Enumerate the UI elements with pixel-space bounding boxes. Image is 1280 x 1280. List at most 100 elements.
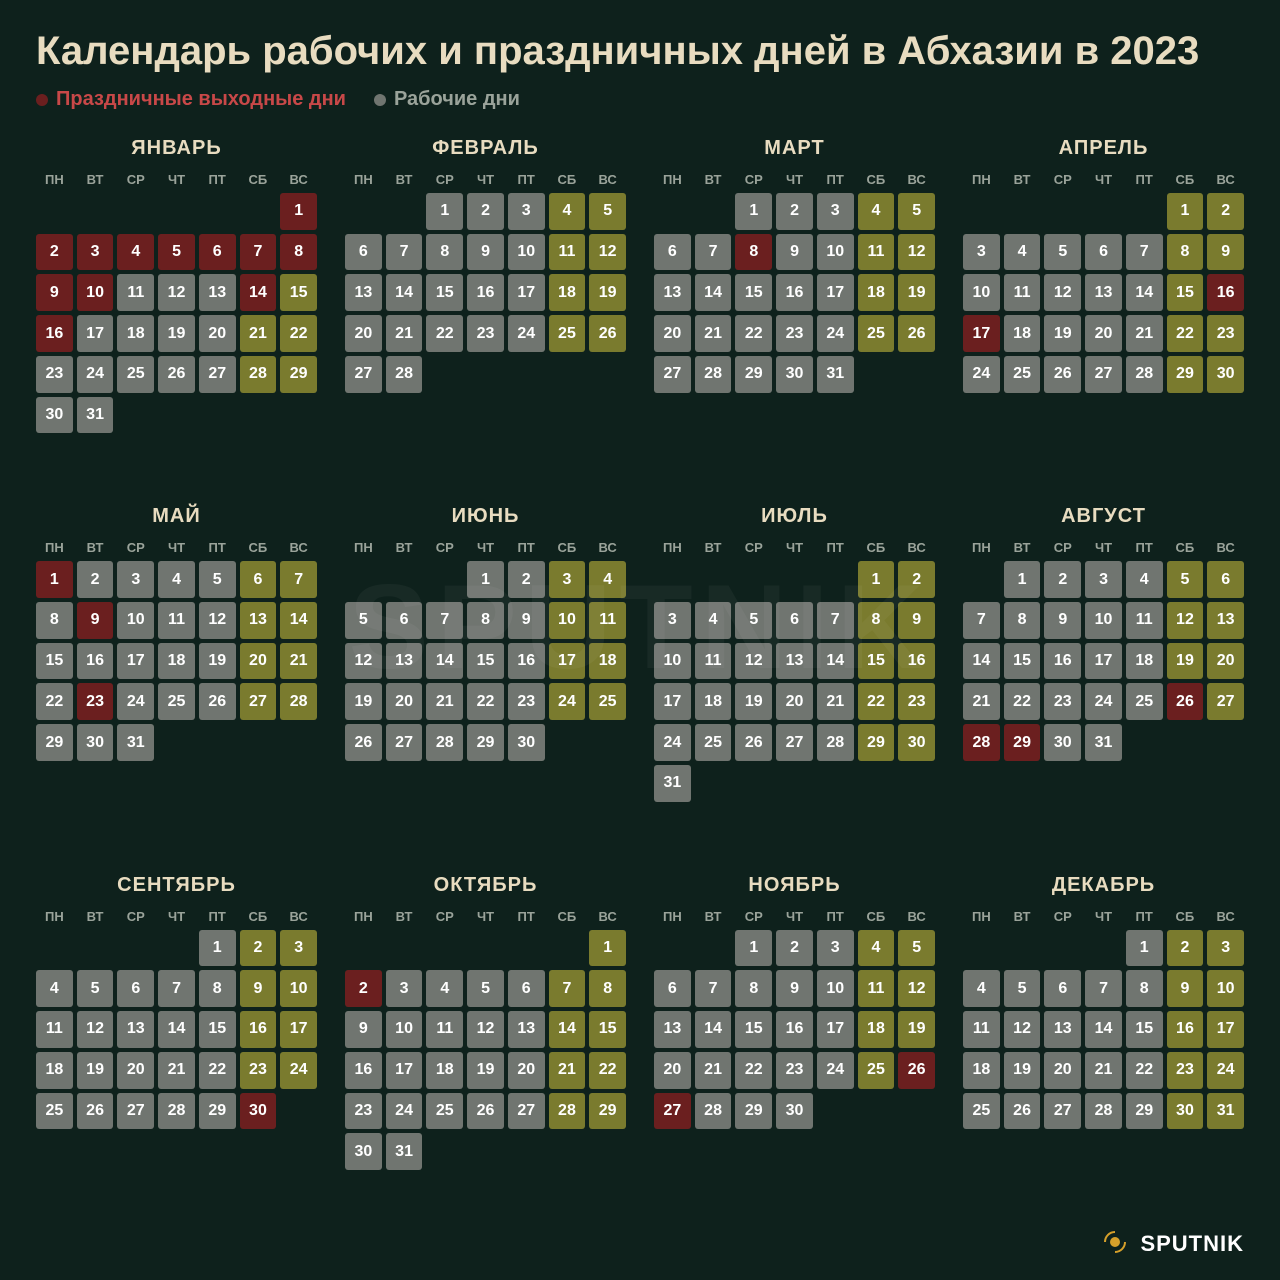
day-cell: 20	[345, 315, 382, 352]
day-cell: 20	[654, 315, 691, 352]
day-header: СБ	[549, 172, 586, 187]
days-grid: 1234567891011121314151617181920212223242…	[36, 930, 317, 1130]
day-cell: 19	[1044, 315, 1081, 352]
day-header: ПН	[654, 540, 691, 555]
day-cell: 18	[695, 683, 732, 720]
day-cell: 25	[158, 683, 195, 720]
day-header-row: ПНВТСРЧТПТСБВС	[345, 909, 626, 924]
day-cell: 6	[1085, 234, 1122, 271]
empty-cell	[695, 930, 732, 967]
day-header: ВС	[1207, 540, 1244, 555]
day-header: ЧТ	[1085, 540, 1122, 555]
day-cell: 21	[817, 683, 854, 720]
day-cell: 15	[735, 274, 772, 311]
day-cell: 8	[735, 234, 772, 271]
month-block: ДЕКАБРЬПНВТСРЧТПТСБВС1234567891011121314…	[963, 874, 1244, 1220]
empty-cell	[1044, 193, 1081, 230]
day-header: ПН	[654, 172, 691, 187]
day-cell: 30	[776, 1093, 813, 1130]
day-cell: 7	[549, 970, 586, 1007]
day-cell: 23	[1044, 683, 1081, 720]
day-cell: 14	[1085, 1011, 1122, 1048]
day-cell: 18	[1126, 643, 1163, 680]
day-cell: 7	[426, 602, 463, 639]
day-cell: 25	[117, 356, 154, 393]
day-cell: 20	[1085, 315, 1122, 352]
day-cell: 14	[240, 274, 277, 311]
month-block: ФЕВРАЛЬПНВТСРЧТПТСБВС1234567891011121314…	[345, 137, 626, 483]
day-cell: 10	[817, 970, 854, 1007]
day-cell: 22	[1167, 315, 1204, 352]
day-cell: 31	[654, 765, 691, 802]
day-cell: 24	[817, 315, 854, 352]
holiday-dot-icon	[36, 94, 48, 106]
month-name: ИЮЛЬ	[654, 505, 935, 528]
day-cell: 8	[280, 234, 317, 271]
month-block: ИЮЛЬПНВТСРЧТПТСБВС1234567891011121314151…	[654, 505, 935, 851]
day-cell: 4	[158, 561, 195, 598]
empty-cell	[776, 561, 813, 598]
day-cell: 27	[199, 356, 236, 393]
day-cell: 26	[158, 356, 195, 393]
day-cell: 29	[589, 1093, 626, 1130]
day-cell: 21	[549, 1052, 586, 1089]
day-cell: 21	[280, 643, 317, 680]
day-cell: 12	[77, 1011, 114, 1048]
day-cell: 4	[589, 561, 626, 598]
day-header: ЧТ	[776, 172, 813, 187]
month-name: ОКТЯБРЬ	[345, 874, 626, 897]
day-cell: 23	[776, 1052, 813, 1089]
day-cell: 31	[386, 1133, 423, 1170]
day-header: СБ	[240, 172, 277, 187]
day-cell: 30	[898, 724, 935, 761]
day-cell: 2	[508, 561, 545, 598]
day-cell: 14	[549, 1011, 586, 1048]
day-cell: 19	[199, 643, 236, 680]
day-header-row: ПНВТСРЧТПТСБВС	[345, 172, 626, 187]
day-cell: 30	[508, 724, 545, 761]
day-cell: 28	[963, 724, 1000, 761]
day-cell: 26	[1004, 1093, 1041, 1130]
day-header-row: ПНВТСРЧТПТСБВС	[963, 540, 1244, 555]
day-cell: 2	[776, 193, 813, 230]
day-header: ПН	[36, 540, 73, 555]
legend-holiday: Праздничные выходные дни	[36, 88, 346, 111]
days-grid: 1234567891011121314151617181920212223242…	[345, 930, 626, 1170]
day-cell: 16	[240, 1011, 277, 1048]
day-cell: 6	[240, 561, 277, 598]
day-cell: 26	[77, 1093, 114, 1130]
day-cell: 13	[1085, 274, 1122, 311]
day-cell: 6	[654, 970, 691, 1007]
day-cell: 20	[776, 683, 813, 720]
legend-work-label: Рабочие дни	[394, 88, 520, 111]
day-header: ВТ	[386, 540, 423, 555]
day-cell: 14	[963, 643, 1000, 680]
day-cell: 15	[858, 643, 895, 680]
day-cell: 5	[158, 234, 195, 271]
day-cell: 25	[549, 315, 586, 352]
day-cell: 13	[345, 274, 382, 311]
empty-cell	[467, 930, 504, 967]
day-header-row: ПНВТСРЧТПТСБВС	[36, 909, 317, 924]
day-cell: 15	[1126, 1011, 1163, 1048]
day-cell: 19	[77, 1052, 114, 1089]
day-cell: 12	[898, 970, 935, 1007]
day-cell: 16	[345, 1052, 382, 1089]
day-cell: 3	[508, 193, 545, 230]
day-cell: 19	[589, 274, 626, 311]
day-cell: 21	[426, 683, 463, 720]
month-name: МАРТ	[654, 137, 935, 160]
day-cell: 19	[735, 683, 772, 720]
month-block: АПРЕЛЬПНВТСРЧТПТСБВС12345678910111213141…	[963, 137, 1244, 483]
day-cell: 12	[345, 643, 382, 680]
day-cell: 16	[77, 643, 114, 680]
day-header: ВС	[898, 540, 935, 555]
day-cell: 23	[36, 356, 73, 393]
day-cell: 21	[158, 1052, 195, 1089]
day-header: СБ	[1167, 540, 1204, 555]
day-header: ПН	[345, 540, 382, 555]
day-cell: 20	[240, 643, 277, 680]
day-cell: 28	[695, 356, 732, 393]
day-cell: 26	[345, 724, 382, 761]
day-cell: 9	[1044, 602, 1081, 639]
